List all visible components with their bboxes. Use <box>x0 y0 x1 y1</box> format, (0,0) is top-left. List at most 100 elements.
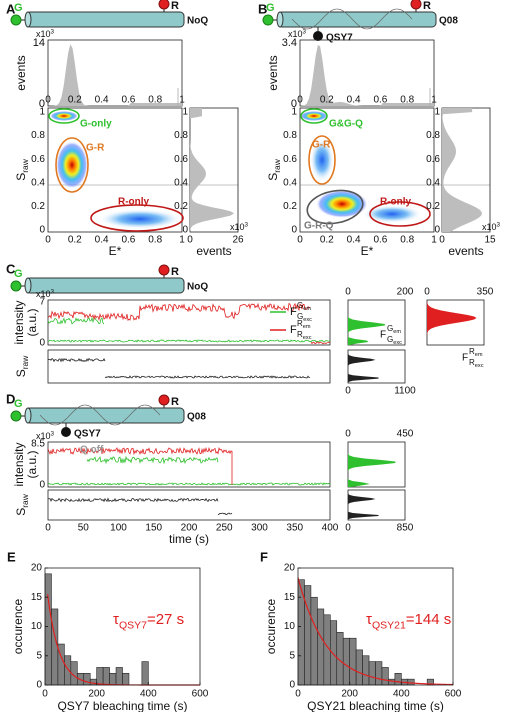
annotation: Q off <box>80 445 104 456</box>
text-part: R <box>469 347 475 356</box>
exponent: x103 <box>36 288 55 299</box>
text-part: x10 <box>482 222 497 232</box>
y-tick-label: 0.8 <box>31 130 45 141</box>
quencher-label: QSY7 <box>326 33 353 44</box>
bar <box>362 655 370 686</box>
bar <box>64 655 72 686</box>
text-part: =144 s <box>406 611 451 628</box>
text-part: x10 <box>36 289 51 299</box>
text-part: 3 <box>51 288 55 295</box>
y-tick-label: 0.4 <box>31 177 45 188</box>
x-tick-label: 0.8 <box>148 95 162 106</box>
donor-dye <box>262 14 274 26</box>
x-tick-label: 200 <box>181 523 198 534</box>
axes-box <box>47 349 331 384</box>
x-axis-label: events <box>448 244 483 258</box>
bar <box>342 637 350 686</box>
y-tick-label: 5 <box>36 650 42 661</box>
axes-box <box>299 107 435 233</box>
legend-label: Rem <box>469 347 483 358</box>
y-tick-label: 0.8 <box>174 130 188 141</box>
density <box>50 111 78 121</box>
y-tick-label: 1 <box>434 107 440 118</box>
x-tick-label: 200 <box>88 689 105 700</box>
y-tick-label: 1 <box>291 107 297 118</box>
y-tick-label: 1 <box>39 107 45 118</box>
bar <box>122 672 130 686</box>
x-tick-label: 0.6 <box>373 235 387 246</box>
population-label: G&G-Q <box>329 119 363 130</box>
y-tick-label: 0.6 <box>426 154 440 165</box>
y-tick-label: 0 <box>39 98 45 110</box>
x-tick-label: 0 <box>45 523 51 534</box>
x-tick-label: 1100 <box>394 386 416 397</box>
bar <box>109 672 117 686</box>
s-trace <box>47 497 219 503</box>
acceptor-label: R <box>171 266 179 278</box>
x-tick-label: 400 <box>393 689 410 700</box>
y-tick-label: 0.6 <box>174 154 188 165</box>
y-tick-label: 0 <box>289 680 295 691</box>
green-trace <box>47 482 331 486</box>
red-trace <box>47 446 233 456</box>
text-part: S <box>266 173 280 181</box>
construct-name: Q08 <box>439 16 458 27</box>
panel-label: D <box>6 391 15 406</box>
legend-label: F <box>290 306 297 318</box>
population-label: R-only <box>118 197 150 208</box>
legend-label: Gem <box>387 324 401 335</box>
dna-helix <box>25 11 185 28</box>
histogram-shape <box>348 300 385 345</box>
y-axis-label: Sraw <box>14 158 30 180</box>
histogram-shape <box>348 490 379 520</box>
bar <box>317 608 325 686</box>
x-tick-label: 0 <box>345 523 351 534</box>
s-trace <box>217 512 233 516</box>
y-tick-label: 0.6 <box>283 154 297 165</box>
donor-dye <box>10 410 22 422</box>
y-tick-label: 5 <box>289 650 295 661</box>
x-tick-label: 0.2 <box>320 95 334 106</box>
population-gate <box>300 108 328 124</box>
text-part: G <box>387 324 393 333</box>
population-label: G-R <box>86 143 105 154</box>
histogram-shape <box>190 108 235 232</box>
text-part: R <box>297 330 303 339</box>
text-part: raw <box>20 493 30 507</box>
donor-label: G <box>266 2 275 14</box>
text-part: 3 <box>51 28 55 35</box>
acceptor-dye <box>158 264 170 276</box>
x-tick-label: 600 <box>445 689 462 700</box>
x-tick-label: 0.8 <box>400 95 414 106</box>
x-tick-label: 0 <box>45 235 51 246</box>
y-tick-label: 10 <box>31 621 43 632</box>
x-tick-label: 0 <box>345 386 351 397</box>
x-tick-label: 0.2 <box>68 235 82 246</box>
population-gate <box>90 204 184 232</box>
legend-label: Rexc <box>297 330 312 341</box>
x-tick-label: 100 <box>110 523 127 534</box>
text-part: R <box>297 319 303 328</box>
bar <box>394 672 402 686</box>
text-part: G <box>297 312 303 321</box>
exponent: x103 <box>36 28 55 39</box>
y-tick-label: 0 <box>182 225 188 236</box>
density <box>98 209 182 229</box>
population-label: G-R-Q <box>304 221 334 232</box>
population-label: R-only <box>380 197 412 208</box>
text-part: 3 <box>497 221 501 228</box>
y-tick-label: 0.4 <box>283 177 297 188</box>
text-part: R <box>469 358 475 367</box>
acceptor-label: R <box>423 0 431 12</box>
x-tick-label: 15 <box>484 235 496 246</box>
bar <box>355 649 363 686</box>
bar <box>83 672 91 686</box>
x-tick-label: 1 <box>431 95 437 106</box>
y-tick-label: 20 <box>284 563 296 574</box>
y-tick-label: 14 <box>33 37 45 49</box>
y-tick-label: 0 <box>291 225 297 236</box>
y-axis-label: intensity <box>12 300 26 344</box>
x-tick-label: 0 <box>42 689 48 700</box>
panel-label: B <box>258 1 267 16</box>
bar <box>44 573 52 686</box>
